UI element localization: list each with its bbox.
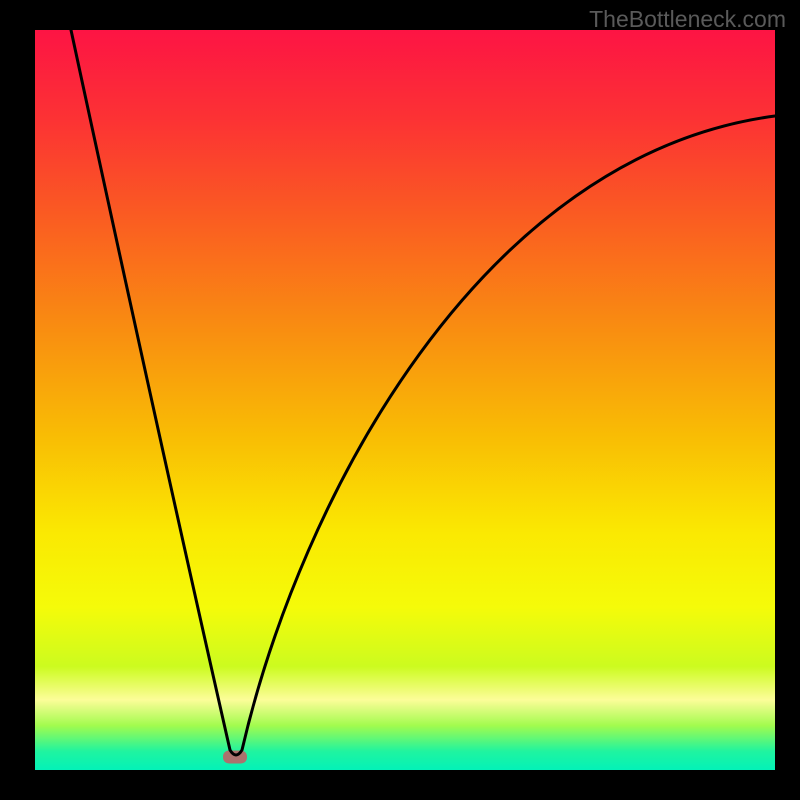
chart-root: TheBottleneck.com — [0, 0, 800, 800]
gradient-background — [35, 30, 775, 770]
bottleneck-chart — [35, 30, 775, 770]
attribution-text: TheBottleneck.com — [589, 6, 786, 33]
dip-marker — [223, 751, 247, 764]
